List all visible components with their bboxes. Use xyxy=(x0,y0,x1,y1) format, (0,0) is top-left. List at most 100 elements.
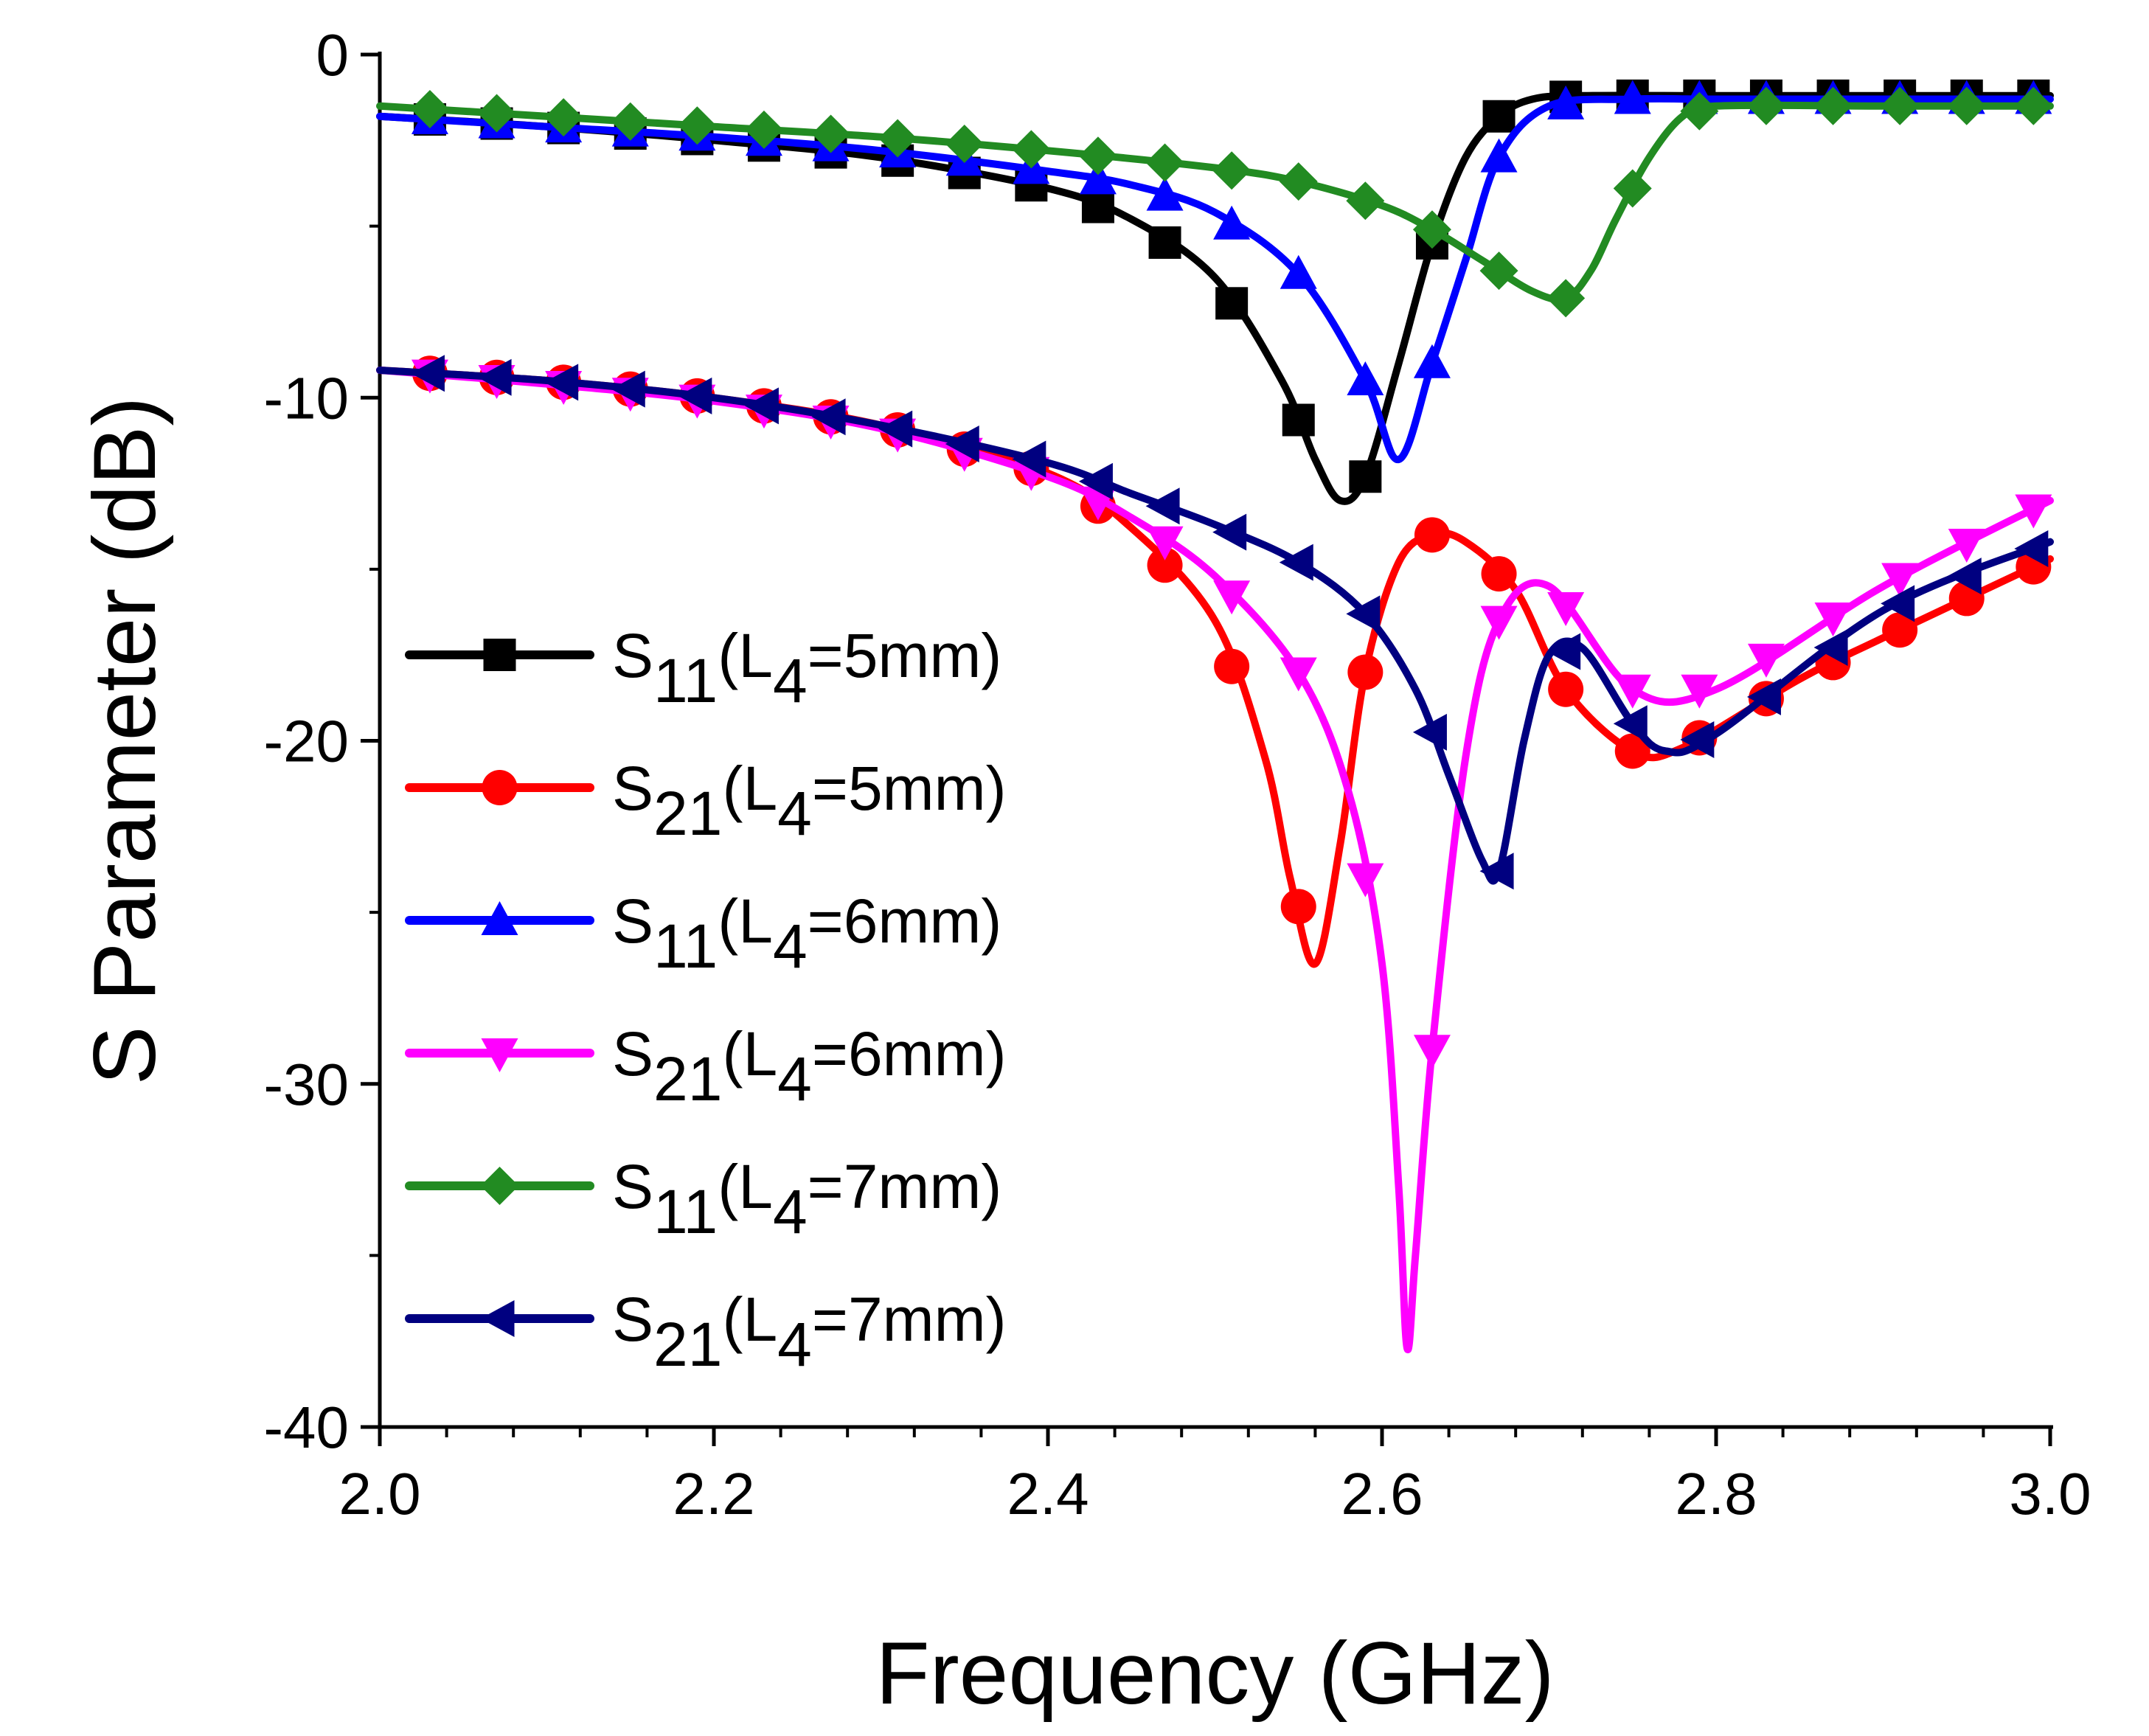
data-point xyxy=(878,410,913,448)
data-point xyxy=(1081,190,1114,223)
data-point xyxy=(1413,1035,1451,1069)
data-point xyxy=(1280,657,1317,692)
data-point xyxy=(1280,254,1317,289)
legend-item: S21(L4=5mm) xyxy=(405,754,1007,848)
data-point xyxy=(1613,705,1648,743)
data-point xyxy=(1547,85,1585,119)
data-point xyxy=(544,364,579,401)
series-S11(L4=7mm) xyxy=(376,86,2054,318)
data-point xyxy=(1347,654,1384,690)
series-markers xyxy=(411,80,2052,395)
data-point xyxy=(1614,674,1651,709)
data-point xyxy=(1145,143,1184,182)
legend-label: S21(L4=5mm) xyxy=(612,754,1007,848)
legend-swatch-marker xyxy=(480,1167,519,1205)
legend-label: S11(L4=7mm) xyxy=(612,1152,1001,1246)
data-point xyxy=(1346,595,1381,633)
x-tick-label: 2.0 xyxy=(339,1461,420,1527)
legend-swatch-marker xyxy=(480,1300,515,1337)
data-point xyxy=(1546,279,1586,318)
data-point xyxy=(1414,517,1450,553)
y-tick-label: -20 xyxy=(263,709,349,774)
data-point xyxy=(1215,287,1249,320)
y-tick-label: -30 xyxy=(263,1052,349,1117)
data-point xyxy=(1078,462,1113,500)
data-point xyxy=(1147,547,1183,583)
data-point xyxy=(1813,628,1848,666)
data-point xyxy=(477,94,516,133)
legend-item: S11(L4=5mm) xyxy=(405,621,1001,715)
data-point xyxy=(1412,713,1447,751)
data-point xyxy=(1680,91,1719,131)
data-point xyxy=(1547,592,1585,627)
data-point xyxy=(878,119,917,158)
data-point xyxy=(1212,151,1251,190)
y-axis-title: S Parameter (dB) xyxy=(75,397,174,1086)
data-point xyxy=(1349,460,1382,493)
data-point xyxy=(1078,136,1117,176)
data-point xyxy=(1214,648,1250,684)
data-point xyxy=(1947,86,1986,125)
data-point xyxy=(1479,853,1514,890)
legend-label: S21(L4=6mm) xyxy=(612,1019,1007,1114)
data-point xyxy=(2014,530,2049,567)
legend-item: S21(L4=7mm) xyxy=(405,1285,1007,1379)
data-point xyxy=(945,426,979,463)
data-point xyxy=(1481,556,1517,592)
x-tick-label: 2.2 xyxy=(673,1461,754,1527)
data-point xyxy=(1146,176,1184,211)
x-tick-label: 2.4 xyxy=(1007,1461,1089,1527)
data-point xyxy=(1012,440,1046,478)
data-point xyxy=(2014,86,2053,125)
data-point xyxy=(1280,889,1316,925)
data-point xyxy=(1747,643,1785,678)
data-point xyxy=(1479,251,1518,291)
data-point xyxy=(477,358,512,396)
data-point xyxy=(1079,160,1117,195)
x-axis-title: Frequency (GHz) xyxy=(875,1624,1554,1723)
legend-item: S11(L4=7mm) xyxy=(405,1152,1001,1246)
data-point xyxy=(811,398,846,436)
data-point xyxy=(1412,210,1451,249)
legend-swatch-marker xyxy=(482,770,518,805)
data-point xyxy=(1746,86,1785,125)
data-point xyxy=(1346,181,1385,221)
data-point xyxy=(1347,361,1384,395)
data-point xyxy=(1012,130,1051,169)
data-point xyxy=(1882,612,1918,648)
data-point xyxy=(1614,80,1651,114)
series-line xyxy=(376,91,2054,505)
data-point xyxy=(678,377,712,414)
data-point xyxy=(1148,226,1181,259)
legend-label: S21(L4=7mm) xyxy=(612,1285,1007,1379)
data-point xyxy=(1813,86,1853,125)
legend-swatch-marker xyxy=(481,901,518,935)
series-line xyxy=(376,94,2054,463)
data-point xyxy=(1881,86,1920,125)
data-point xyxy=(1279,162,1318,201)
data-point xyxy=(1212,513,1247,551)
data-point xyxy=(1548,671,1584,707)
data-point xyxy=(678,106,717,145)
data-point xyxy=(744,110,783,149)
data-point xyxy=(1145,487,1180,525)
series-markers xyxy=(413,79,2050,493)
legend-swatch-marker xyxy=(483,639,516,671)
series-markers xyxy=(410,355,2049,890)
legend-swatch-marker xyxy=(481,1038,518,1072)
y-tick-label: -40 xyxy=(263,1395,349,1460)
x-tick-label: 3.0 xyxy=(2009,1461,2091,1527)
data-point xyxy=(811,114,850,153)
series-markers xyxy=(410,86,2053,318)
data-point xyxy=(1613,169,1652,208)
legend-label: S11(L4=5mm) xyxy=(612,621,1001,715)
data-point xyxy=(1347,863,1384,897)
series-layer xyxy=(376,79,2054,1354)
data-point xyxy=(1680,721,1715,758)
data-point xyxy=(1746,678,1781,715)
axes: 2.0 2.2 2.4 2.6 2.8 3.0 0 -10 -20 -30 -40 xyxy=(263,22,2091,1527)
y-tick-label: 0 xyxy=(316,22,350,88)
data-point xyxy=(945,124,984,163)
data-point xyxy=(1279,544,1313,581)
